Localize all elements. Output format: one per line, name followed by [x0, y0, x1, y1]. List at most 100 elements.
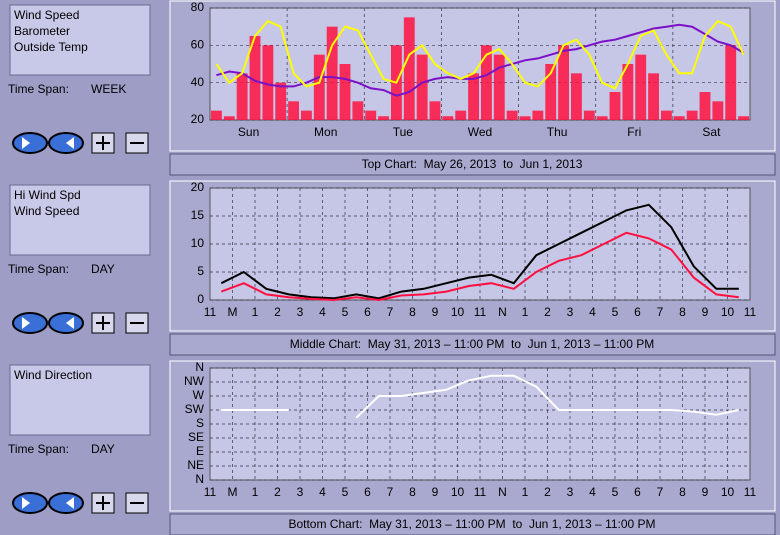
caption-bar [169, 333, 776, 356]
forward-button[interactable] [48, 492, 84, 514]
forward-button-arrow[interactable] [66, 497, 74, 509]
zoom-in-button-glyph[interactable] [96, 316, 110, 330]
x-tick-label: 3 [567, 485, 574, 499]
x-tick-label: 9 [432, 305, 439, 319]
x-tick-label: 6 [364, 305, 371, 319]
x-tick-label: 11 [474, 485, 487, 499]
series-line [220, 203, 739, 300]
x-tick-label: Mon [314, 125, 337, 139]
x-tick-label: 2 [274, 485, 281, 499]
forward-button-arrow[interactable] [66, 317, 74, 329]
back-button-arrow[interactable] [22, 137, 30, 149]
wind-bar [442, 116, 454, 120]
x-tick-label: 6 [634, 305, 641, 319]
series-line [215, 19, 745, 90]
wind-bar [288, 101, 299, 120]
time-span-value: DAY [91, 442, 115, 456]
x-tick-label: 8 [679, 305, 686, 319]
wind-bar [249, 36, 261, 120]
series-list-item[interactable]: Barometer [14, 24, 70, 38]
series-list-item[interactable]: Hi Wind Spd [14, 188, 81, 202]
x-tick-label: 11 [204, 485, 217, 499]
series-line [221, 374, 740, 419]
x-tick-label: 6 [634, 485, 641, 499]
series-list-box [9, 4, 151, 76]
wind-bar [236, 73, 248, 120]
back-button[interactable] [12, 492, 48, 514]
y-tick-label: 40 [191, 75, 205, 89]
x-tick-label: 11 [744, 485, 757, 499]
wind-bar [481, 45, 492, 121]
series-list-item[interactable]: Wind Direction [14, 368, 92, 382]
back-button[interactable] [12, 312, 48, 334]
x-tick-label: Thu [547, 125, 568, 139]
y-tick-label: 20 [191, 112, 205, 126]
x-tick-label: M [228, 485, 238, 499]
forward-button[interactable] [48, 132, 84, 154]
series-list-item[interactable]: Wind Speed [14, 204, 79, 218]
forward-button-arrow[interactable] [66, 137, 74, 149]
series-line [220, 231, 739, 302]
x-tick-label: 6 [364, 485, 371, 499]
x-tick-label: N [498, 305, 507, 319]
x-tick-label: 1 [522, 305, 529, 319]
wind-bar [313, 54, 325, 120]
y-tick-label: W [193, 388, 205, 402]
x-tick-label: 3 [297, 305, 304, 319]
wind-bar [673, 116, 685, 120]
series-list-item[interactable]: Wind Speed [14, 8, 79, 22]
wind-bar [738, 116, 749, 120]
wind-bar [519, 116, 531, 120]
wind-bar [622, 64, 634, 120]
x-tick-label: 7 [387, 305, 394, 319]
zoom-in-button-glyph[interactable] [96, 136, 110, 150]
x-tick-label: 4 [589, 305, 596, 319]
forward-button[interactable] [48, 312, 84, 334]
y-tick-label: NE [187, 458, 204, 472]
wind-bar [211, 110, 222, 120]
wind-bar [365, 110, 377, 120]
wind-bar [262, 45, 274, 121]
y-tick-label: 15 [191, 208, 205, 222]
y-tick-label: SE [188, 430, 204, 444]
back-button-arrow[interactable] [22, 317, 30, 329]
zoom-in-button-glyph[interactable] [96, 496, 110, 510]
y-tick-label: 10 [191, 236, 205, 250]
wind-bar [429, 101, 441, 120]
back-button-arrow[interactable] [22, 497, 30, 509]
time-span-value: WEEK [91, 82, 126, 96]
time-span-label: Time Span: [8, 262, 69, 276]
x-tick-label: Sun [238, 125, 259, 139]
chart-caption: Bottom Chart: May 31, 2013 – 11:00 PM to… [288, 517, 655, 531]
x-tick-label: 11 [204, 305, 217, 319]
wind-bar [455, 110, 467, 120]
x-tick-label: Tue [393, 125, 414, 139]
wind-bar [686, 110, 698, 120]
x-tick-label: 5 [342, 485, 349, 499]
y-tick-label: N [195, 472, 204, 486]
x-tick-label: 10 [451, 305, 465, 319]
wind-bar [583, 110, 595, 120]
time-span-value: DAY [91, 262, 115, 276]
wind-bar [378, 116, 389, 120]
wind-bar [545, 64, 557, 120]
y-tick-label: 0 [197, 292, 204, 306]
x-tick-label: 5 [342, 305, 349, 319]
series-list-item[interactable]: Outside Temp [14, 40, 88, 54]
y-tick-label: SW [185, 402, 205, 416]
wind-bar [596, 116, 608, 120]
wind-bar [635, 54, 647, 120]
wind-bar [223, 116, 235, 120]
wind-bar [609, 92, 621, 120]
x-tick-label: 5 [612, 305, 619, 319]
wind-bar [339, 64, 351, 120]
x-tick-label: Fri [627, 125, 641, 139]
wind-bar [301, 110, 312, 120]
wind-bar [699, 92, 711, 120]
x-tick-label: 2 [544, 305, 551, 319]
back-button[interactable] [12, 132, 48, 154]
wind-bar [648, 73, 659, 120]
x-tick-label: 7 [657, 305, 664, 319]
y-tick-label: NW [184, 374, 205, 388]
